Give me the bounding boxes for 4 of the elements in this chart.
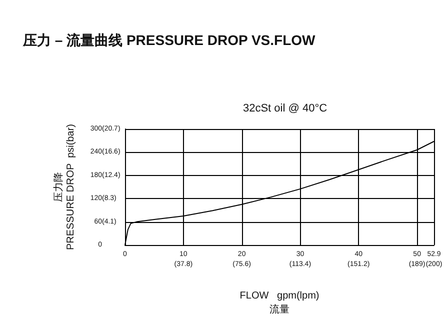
y-axis-title: 压力降 PRESSURE DROP psi(bar) — [52, 124, 76, 250]
chart-title: 压力 – 流量曲线 PRESSURE DROP VS.FLOW — [22, 32, 316, 48]
x-axis-title: FLOW gpm(lpm) 流量 — [240, 290, 320, 316]
chart-subtitle: 32cSt oil @ 40°C — [242, 102, 328, 114]
